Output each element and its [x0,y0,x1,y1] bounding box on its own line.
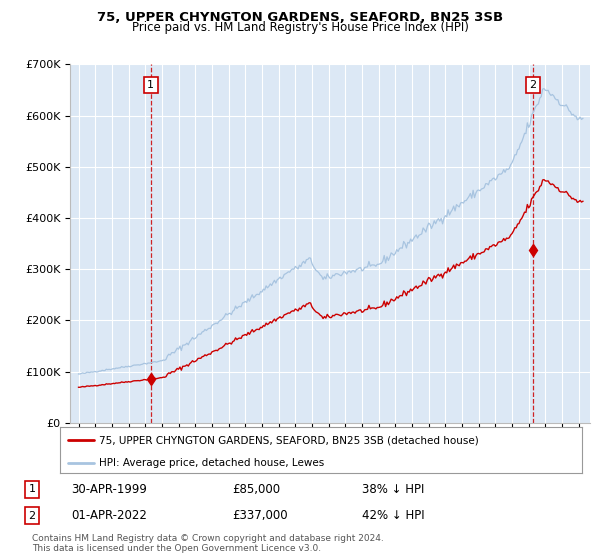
Text: 38% ↓ HPI: 38% ↓ HPI [362,483,424,496]
Text: Contains HM Land Registry data © Crown copyright and database right 2024.
This d: Contains HM Land Registry data © Crown c… [32,534,384,553]
Text: 42% ↓ HPI: 42% ↓ HPI [362,509,425,522]
Text: Price paid vs. HM Land Registry's House Price Index (HPI): Price paid vs. HM Land Registry's House … [131,21,469,34]
Text: 2: 2 [529,80,536,90]
Text: 01-APR-2022: 01-APR-2022 [71,509,148,522]
Text: £85,000: £85,000 [232,483,280,496]
Text: 75, UPPER CHYNGTON GARDENS, SEAFORD, BN25 3SB (detached house): 75, UPPER CHYNGTON GARDENS, SEAFORD, BN2… [99,435,479,445]
Text: 1: 1 [147,80,154,90]
Text: 75, UPPER CHYNGTON GARDENS, SEAFORD, BN25 3SB: 75, UPPER CHYNGTON GARDENS, SEAFORD, BN2… [97,11,503,24]
Text: 1: 1 [29,484,35,494]
Text: 30-APR-1999: 30-APR-1999 [71,483,148,496]
Text: 2: 2 [29,511,35,521]
Text: HPI: Average price, detached house, Lewes: HPI: Average price, detached house, Lewe… [99,458,325,468]
Text: £337,000: £337,000 [232,509,288,522]
